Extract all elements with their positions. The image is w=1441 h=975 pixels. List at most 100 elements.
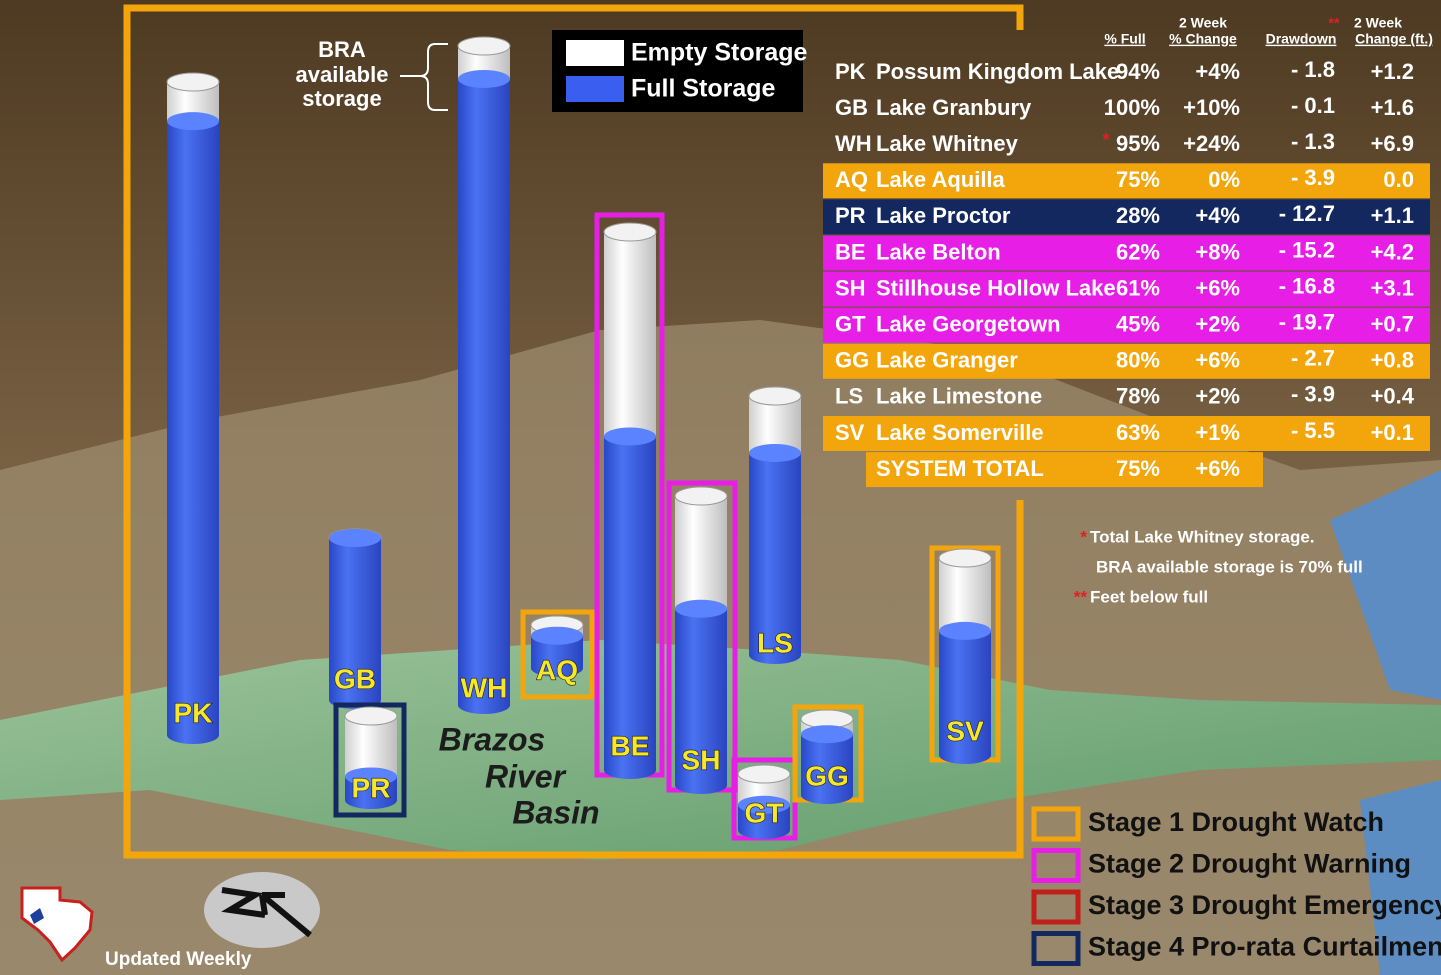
- pct-change: +24%: [1183, 131, 1240, 156]
- pct-full: 80%: [1116, 348, 1160, 373]
- bra-label: available: [296, 62, 389, 87]
- full-storage: [531, 635, 583, 677]
- row-highlight: [823, 199, 1430, 235]
- stage-box: [333, 702, 407, 818]
- pct-change: +10%: [1183, 95, 1240, 120]
- drawdown: - 16.8: [1279, 273, 1335, 298]
- total-highlight: [866, 452, 1263, 488]
- header: 2 Week: [1179, 15, 1227, 31]
- header-mark: **: [1329, 15, 1340, 31]
- drawdown: - 12.7: [1279, 201, 1335, 226]
- fill-surface: [604, 427, 656, 446]
- change-ft: +6.9: [1371, 131, 1414, 156]
- full-storage: [345, 776, 397, 809]
- change-ft: +0.7: [1371, 312, 1414, 337]
- cylinder-top: [938, 548, 992, 568]
- total-name: SYSTEM TOTAL: [876, 456, 1044, 481]
- cylinder-label: WH: [461, 672, 508, 703]
- lake-name: Possum Kingdom Lake: [876, 59, 1119, 84]
- cylinder-label: SV: [946, 715, 984, 746]
- fill-surface: [345, 767, 397, 786]
- drawdown: - 5.5: [1291, 418, 1335, 443]
- cylinder-top: [344, 706, 398, 726]
- row-highlight: [823, 163, 1430, 199]
- cylinder-top: [737, 764, 791, 784]
- pct-change: +6%: [1195, 348, 1240, 373]
- drawdown: - 3.9: [1291, 165, 1335, 190]
- footnote-mark: *: [1080, 527, 1087, 546]
- footnote-mark: **: [1074, 587, 1088, 606]
- pct-full: 100%: [1104, 95, 1160, 120]
- full-storage: [939, 630, 991, 764]
- drawdown: - 19.7: [1279, 310, 1335, 335]
- logo-star: [30, 908, 44, 924]
- lake-code: SV: [835, 420, 865, 445]
- lake-code: LS: [835, 384, 863, 409]
- pct-full: 94%: [1116, 59, 1160, 84]
- stage-box: [520, 609, 595, 700]
- lake-name: Lake Proctor: [876, 203, 1011, 228]
- frame: [123, 4, 1024, 859]
- cylinder-label: SH: [682, 744, 721, 775]
- change-ft: +3.1: [1371, 275, 1414, 300]
- pct-change: +8%: [1195, 239, 1240, 264]
- lake-code: WH: [835, 131, 872, 156]
- cylinder-label: BE: [611, 730, 650, 761]
- updated-label: Updated Weekly: [105, 949, 252, 970]
- basin-label: River: [485, 758, 567, 794]
- change-ft: +0.8: [1371, 348, 1414, 373]
- gulf: [1330, 470, 1441, 975]
- lake-name: Lake Granbury: [876, 95, 1032, 120]
- drawdown: - 0.1: [1291, 93, 1335, 118]
- pct-change: +4%: [1195, 59, 1240, 84]
- lake-name: Stillhouse Hollow Lake: [876, 275, 1116, 300]
- cylinder-top: [748, 386, 802, 406]
- lake-name: Lake Limestone: [876, 384, 1042, 409]
- lake-name: Lake Belton: [876, 239, 1001, 264]
- change-ft: 0.0: [1383, 167, 1414, 192]
- change-ft: +4.2: [1371, 239, 1414, 264]
- pct-change: +6%: [1195, 275, 1240, 300]
- lake-code: GB: [835, 95, 868, 120]
- bra-label: storage: [302, 86, 381, 111]
- drawdown: - 1.8: [1291, 57, 1335, 82]
- stage-label: Stage 2 Drought Warning: [1088, 849, 1411, 879]
- footnote: Total Lake Whitney storage.: [1090, 527, 1315, 546]
- full-storage: [167, 121, 219, 745]
- cylinder-label: AQ: [536, 654, 578, 685]
- change-ft: +1.2: [1371, 59, 1414, 84]
- lake-name: Lake Somerville: [876, 420, 1044, 445]
- pct-change: 0%: [1208, 167, 1240, 192]
- total-change: +6%: [1195, 456, 1240, 481]
- change-ft: +0.1: [1371, 420, 1414, 445]
- full-storage: [329, 538, 381, 709]
- cylinder-top: [674, 486, 728, 506]
- full-storage: [675, 608, 727, 794]
- lake-code: PK: [835, 59, 866, 84]
- stage-swatch: [1031, 806, 1081, 842]
- note-mark: *: [1102, 130, 1109, 150]
- fill-surface: [167, 112, 219, 131]
- fill-surface: [801, 725, 853, 744]
- pct-full: 28%: [1116, 203, 1160, 228]
- lake-name: Lake Granger: [876, 348, 1018, 373]
- pct-full: 61%: [1116, 275, 1160, 300]
- full-storage: [738, 804, 790, 839]
- stage-swatch: [1031, 889, 1081, 925]
- cylinder-label: PR: [352, 772, 391, 803]
- basin-label: Basin: [512, 794, 599, 830]
- drawdown: - 2.7: [1291, 346, 1335, 371]
- change-ft: +1.1: [1371, 203, 1414, 228]
- fill-surface: [749, 443, 801, 462]
- stage-swatch: [1031, 848, 1081, 883]
- lake-name: Lake Whitney: [876, 131, 1019, 156]
- pct-change: +2%: [1195, 312, 1240, 337]
- brace: [400, 43, 448, 111]
- pct-full: 95%: [1116, 131, 1160, 156]
- pct-full: 62%: [1116, 239, 1160, 264]
- cylinder-top: [603, 222, 657, 242]
- header: % Change: [1169, 31, 1237, 47]
- lake-code: BE: [835, 239, 866, 264]
- header: Change (ft.): [1355, 31, 1433, 47]
- cylinder-top: [166, 72, 220, 92]
